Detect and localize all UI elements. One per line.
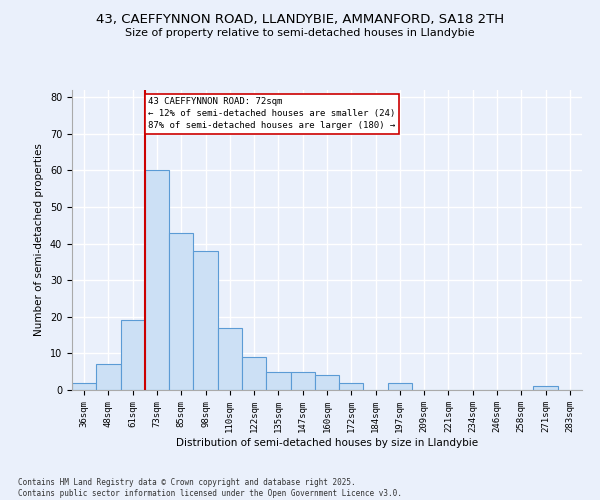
Bar [96,364,121,390]
Bar [169,232,193,390]
Text: Contains HM Land Registry data © Crown copyright and database right 2025.
Contai: Contains HM Land Registry data © Crown c… [18,478,402,498]
Bar [266,372,290,390]
Text: Size of property relative to semi-detached houses in Llandybie: Size of property relative to semi-detach… [125,28,475,38]
Bar [533,386,558,390]
Bar [72,382,96,390]
Bar [145,170,169,390]
Bar [121,320,145,390]
Bar [339,382,364,390]
Y-axis label: Number of semi-detached properties: Number of semi-detached properties [34,144,44,336]
Text: 43, CAEFFYNNON ROAD, LLANDYBIE, AMMANFORD, SA18 2TH: 43, CAEFFYNNON ROAD, LLANDYBIE, AMMANFOR… [96,12,504,26]
Bar [242,357,266,390]
Bar [388,382,412,390]
Bar [193,251,218,390]
X-axis label: Distribution of semi-detached houses by size in Llandybie: Distribution of semi-detached houses by … [176,438,478,448]
Bar [290,372,315,390]
Bar [218,328,242,390]
Text: 43 CAEFFYNNON ROAD: 72sqm
← 12% of semi-detached houses are smaller (24)
87% of : 43 CAEFFYNNON ROAD: 72sqm ← 12% of semi-… [149,98,396,130]
Bar [315,376,339,390]
